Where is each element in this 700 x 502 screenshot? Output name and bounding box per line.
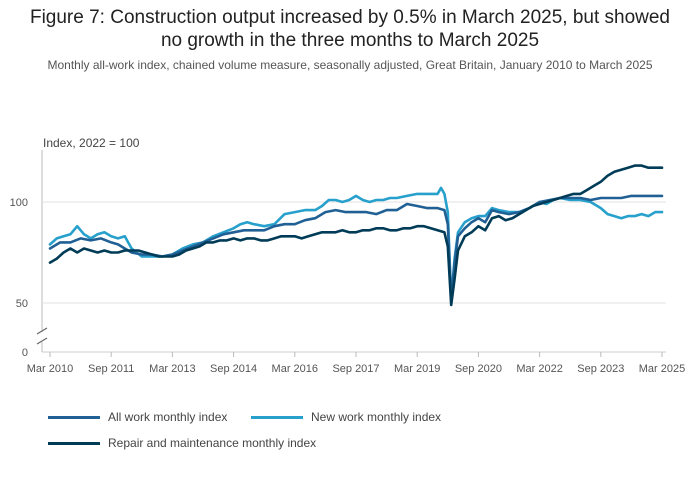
legend-item-new-work[interactable]: New work monthly index: [251, 410, 441, 424]
legend-swatch-new-work: [251, 415, 303, 419]
x-tick-label: Mar 2019: [394, 363, 440, 375]
x-tick-label: Mar 2025: [639, 363, 685, 375]
x-tick-label: Mar 2016: [272, 363, 318, 375]
x-tick-label: Sep 2011: [88, 363, 134, 375]
legend-item-all-work[interactable]: All work monthly index: [48, 410, 227, 424]
x-tick-label: Mar 2010: [27, 363, 73, 375]
legend-swatch-all-work: [48, 415, 100, 419]
x-tick-label: Mar 2013: [149, 363, 195, 375]
y-tick-label: 0: [22, 347, 28, 359]
y-axis-break-mark: [36, 337, 48, 345]
series-line-all-work-monthly-index: [48, 194, 664, 303]
chart-title: Figure 7: Construction output increased …: [0, 6, 700, 52]
legend-swatch-repair: [48, 441, 100, 445]
legend-label-all-work: All work monthly index: [108, 410, 228, 424]
chart-subtitle: Monthly all-work index, chained volume m…: [47, 58, 653, 72]
y-axis-break-mark: [36, 327, 48, 335]
x-tick-label: Mar 2022: [516, 363, 562, 375]
x-tick-label: Sep 2020: [455, 363, 502, 375]
series-line-new-work-monthly-index: [48, 186, 664, 301]
legend-label-repair: Repair and maintenance monthly index: [108, 436, 317, 450]
series-line-repair-and-maintenance-monthly-index: [48, 164, 664, 307]
x-tick-label: Sep 2014: [210, 363, 257, 375]
y-tick-label: 100: [10, 197, 28, 209]
legend-item-repair[interactable]: Repair and maintenance monthly index: [48, 436, 316, 450]
x-tick-label: Sep 2023: [577, 363, 624, 375]
y-axis-label: Index, 2022 = 100: [43, 136, 140, 150]
chart-title-line-1: Figure 7: Construction output increased …: [29, 7, 671, 28]
chart-title-line-2: no growth in the three months to March 2…: [160, 30, 540, 51]
legend-label-new-work: New work monthly index: [311, 410, 442, 424]
x-tick-label: Sep 2017: [332, 363, 379, 375]
y-tick-label: 50: [16, 298, 28, 310]
